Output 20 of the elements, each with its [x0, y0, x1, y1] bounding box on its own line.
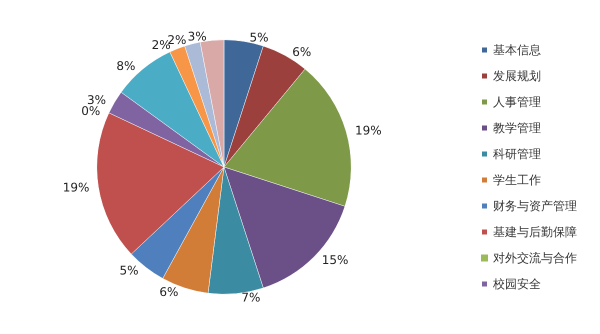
data-label: 3%: [188, 29, 207, 44]
legend-label: 基建与后勤保障: [493, 225, 577, 239]
data-label: 19%: [62, 180, 90, 195]
data-label: 15%: [322, 252, 348, 267]
data-label: 5%: [120, 264, 139, 278]
data-label: 19%: [354, 123, 382, 138]
legend-label: 基本信息: [493, 43, 541, 57]
legend-label: 财务与资产管理: [493, 199, 577, 213]
legend-label: 校园安全: [492, 277, 541, 291]
legend-label: 对外交流与合作: [493, 251, 577, 265]
data-label: 6%: [159, 284, 178, 299]
legend-label: 发展规划: [493, 69, 541, 83]
legend-label: 人事管理: [493, 95, 541, 109]
legend-label: 学生工作: [493, 173, 541, 187]
data-label: 7%: [241, 290, 260, 305]
data-label: 6%: [292, 45, 312, 60]
data-label: 5%: [250, 30, 269, 44]
data-label: 8%: [116, 58, 136, 73]
legend-label: 科研管理: [493, 147, 541, 161]
legend-label: 教学管理: [493, 121, 541, 135]
